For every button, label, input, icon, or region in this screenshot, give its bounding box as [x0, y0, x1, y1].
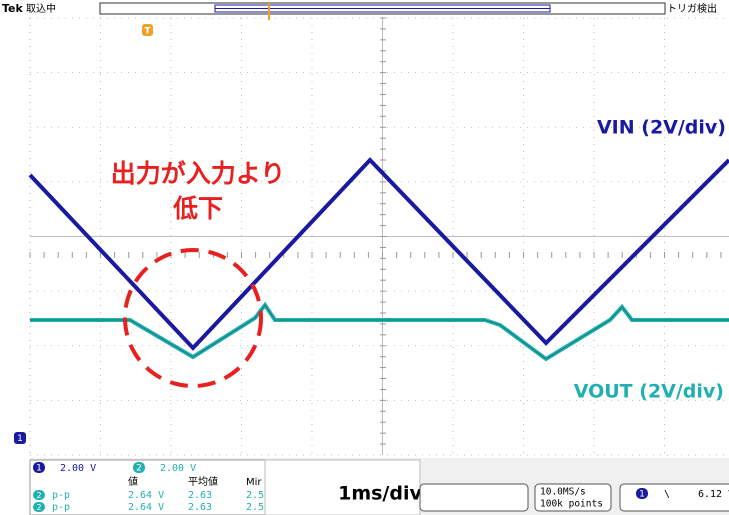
- trigger-badge-bg: [636, 488, 648, 499]
- measurement-header: Mir: [246, 477, 262, 488]
- ch2-scale: 2.00 V: [160, 463, 196, 474]
- sample-rate: 10.0MS/s: [540, 487, 586, 498]
- ch1-scale: 2.00 V: [60, 463, 96, 474]
- brand: Tek: [2, 2, 24, 15]
- measurement-value: 2.63: [188, 502, 212, 513]
- ch1-badge-bg: [33, 462, 45, 473]
- row-badge-bg: [33, 490, 45, 500]
- measurement-value: 2.64 V: [128, 490, 164, 501]
- measurement-table: 値 平均値 Mir 2 p-p 2.64 V 2.63 2.5 2 p-p 2.64 V 2.63 2.…: [33, 475, 264, 513]
- measurement-header: 値: [128, 475, 138, 488]
- trigger-badge: 1: [639, 490, 645, 500]
- vout-trace-core: [30, 304, 729, 360]
- trigger-status: トリガ検出: [667, 2, 717, 15]
- graticule: [29, 17, 729, 456]
- row-badge: 2: [36, 491, 41, 500]
- trigger-marker-badge: [142, 24, 153, 36]
- highlight-circle: [123, 248, 263, 388]
- timebase: 1ms/div: [338, 483, 422, 505]
- ground-marker: 1: [17, 434, 23, 444]
- measurement-name: p-p: [52, 490, 70, 501]
- timebase-box: [264, 459, 421, 515]
- measurement-header: 平均値: [188, 475, 218, 488]
- measurement-panel: [29, 459, 266, 515]
- ch2-badge-bg: [133, 462, 145, 473]
- ch1-badge: 1: [36, 464, 42, 474]
- position-box: [419, 483, 529, 512]
- ch2-badge: 2: [136, 464, 142, 474]
- trigger-slope: \: [664, 489, 670, 500]
- measurement-value: 2.5: [246, 490, 264, 501]
- annotation-line: 出力が入力より: [111, 159, 286, 188]
- ground-marker-badge: [14, 432, 26, 444]
- row-badge-bg: [33, 502, 45, 512]
- trigger-level: 6.12 V: [698, 489, 729, 500]
- row-badge: 2: [36, 503, 41, 512]
- record-length: 100k points: [540, 499, 603, 510]
- acquisition-box: [534, 483, 612, 512]
- status: 取込中: [26, 2, 56, 15]
- measurement-name: p-p: [52, 502, 70, 513]
- measurement-value: 2.5: [246, 502, 264, 513]
- annotation-line: 低下: [172, 194, 223, 223]
- trigger-marker: T: [144, 27, 151, 37]
- measurement-value: 2.64 V: [128, 502, 164, 513]
- vin-label: VIN (2V/div): [597, 117, 726, 139]
- vout-label: VOUT (2V/div): [574, 381, 724, 403]
- measurement-value: 2.63: [188, 490, 212, 501]
- vin-trace: [28, 157, 729, 351]
